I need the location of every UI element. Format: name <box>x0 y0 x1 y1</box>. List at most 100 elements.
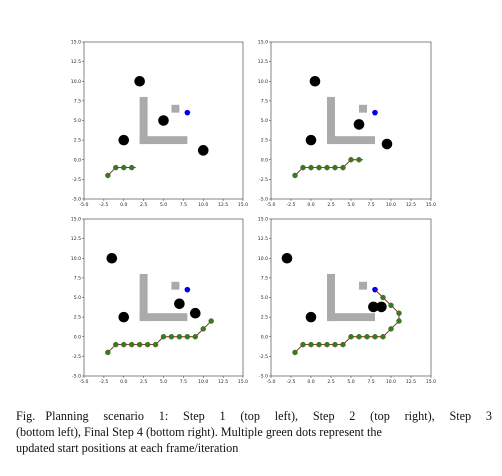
x-tick-label: 5.0 <box>347 202 354 208</box>
wall-block <box>139 273 148 322</box>
y-tick-label: 7.5 <box>261 98 268 104</box>
y-tick-label: 7.5 <box>74 98 81 104</box>
y-tick-label: 7.5 <box>74 275 81 281</box>
x-tick-label: 2.5 <box>140 379 147 385</box>
obstacle-circle <box>106 252 118 264</box>
start-point <box>380 294 386 301</box>
start-point <box>316 341 322 348</box>
start-point <box>396 310 402 316</box>
x-tick-label: 15.0 <box>426 379 436 385</box>
plot-panel-4: -5.0 -2.5 0.0 2.5 5.0 7.5 10.0 12.5 15.0 -5.0 -2.5… <box>258 217 436 385</box>
y-tick-label: 15.0 <box>258 217 268 223</box>
y-tick-label: -2.5 <box>72 354 81 360</box>
obstacle-circle <box>118 311 130 323</box>
wall-block <box>327 96 335 145</box>
y-tick-label: 2.5 <box>261 138 268 144</box>
start-point <box>324 341 330 348</box>
start-point <box>324 164 330 171</box>
y-tick-label: 10.0 <box>258 79 268 85</box>
obstacle-circle <box>368 301 379 313</box>
start-point <box>144 341 151 348</box>
x-tick-label: -2.5 <box>99 202 108 208</box>
obstacle-circle <box>353 119 365 130</box>
obstacle-circle <box>305 311 317 323</box>
wall-block <box>171 281 180 290</box>
start-point <box>380 334 386 340</box>
y-tick-label: 5.0 <box>261 295 268 301</box>
y-tick-label: 10.0 <box>258 256 268 262</box>
x-tick-label: 2.5 <box>140 202 147 208</box>
plot-panel-1: -5.0 -2.5 0.0 2.5 5.0 7.5 10.0 12.5 15.0 -5.0 -2.5… <box>71 40 248 208</box>
x-tick-label: 7.5 <box>367 202 374 208</box>
y-tick-label: 0.0 <box>74 334 81 340</box>
start-point <box>300 341 306 348</box>
plot-panel-3: -5.0 -2.5 0.0 2.5 5.0 7.5 10.0 12.5 15.0 -5.0 -2.5… <box>71 217 248 385</box>
x-tick-label: 10.0 <box>386 202 396 208</box>
start-point <box>208 318 214 324</box>
start-point <box>152 341 159 348</box>
start-point <box>128 341 135 348</box>
y-tick-label: 15.0 <box>71 217 81 223</box>
x-tick-label: 2.5 <box>327 202 334 208</box>
start-point <box>105 172 111 179</box>
x-tick-label: 12.5 <box>406 202 416 208</box>
x-tick-label: 7.5 <box>180 202 187 208</box>
y-tick-label: 7.5 <box>261 275 268 281</box>
y-tick-label: -2.5 <box>259 177 268 183</box>
path-line <box>294 159 363 176</box>
wall-block <box>359 104 367 113</box>
start-point <box>121 341 127 348</box>
start-point <box>105 349 111 356</box>
y-tick-label: 5.0 <box>261 118 268 124</box>
y-tick-label: 10.0 <box>71 79 81 85</box>
obstacle-circle <box>381 138 393 150</box>
y-tick-label: 5.0 <box>74 118 81 124</box>
start-point <box>356 157 362 163</box>
start-point <box>340 341 346 348</box>
start-point <box>176 334 183 340</box>
y-tick-label: -2.5 <box>72 177 81 183</box>
x-tick-label: 12.5 <box>406 379 416 385</box>
wall-block <box>359 281 367 290</box>
caption-line-2: (bottom left), Final Step 4 (bottom righ… <box>16 425 382 439</box>
start-point <box>121 164 127 171</box>
start-point <box>388 326 394 332</box>
start-point <box>388 302 394 309</box>
y-tick-label: 12.5 <box>258 236 268 242</box>
y-tick-label: 0.0 <box>261 334 268 340</box>
wall-block <box>139 136 188 145</box>
start-point <box>160 334 167 340</box>
x-tick-label: -5.0 <box>80 379 89 385</box>
goal-point <box>372 109 378 116</box>
y-tick-label: 2.5 <box>74 138 81 144</box>
x-tick-label: 15.0 <box>238 379 248 385</box>
goal-point <box>184 109 191 116</box>
start-point <box>168 334 175 340</box>
y-tick-label: 2.5 <box>74 315 81 321</box>
x-tick-label: -5.0 <box>267 379 276 385</box>
obstacle-circle <box>305 134 317 146</box>
goal-point <box>184 286 191 293</box>
figure-caption: Fig. Planning scenario 1: Step 1 (top lef… <box>16 408 492 456</box>
x-tick-label: 10.0 <box>198 379 208 385</box>
plot-panel-2: -5.0 -2.5 0.0 2.5 5.0 7.5 10.0 12.5 15.0 -5.0 -2.5… <box>258 40 436 208</box>
x-tick-label: 15.0 <box>238 202 248 208</box>
obstacle-circle <box>118 134 130 146</box>
x-tick-label: 12.5 <box>218 379 228 385</box>
y-tick-label: -2.5 <box>259 354 268 360</box>
obstacle-circle <box>376 301 387 313</box>
x-tick-label: 0.0 <box>307 379 314 385</box>
figure-panels: -5.0 -2.5 0.0 2.5 5.0 7.5 10.0 12.5 15.0 -5.0 -2.5… <box>71 40 436 385</box>
x-tick-label: 2.5 <box>327 379 334 385</box>
obstacle-circle <box>158 115 169 126</box>
y-tick-label: 15.0 <box>258 40 268 46</box>
wall-block <box>327 313 375 322</box>
start-point <box>113 341 119 348</box>
start-point <box>348 157 354 163</box>
obstacle-circle <box>174 298 185 310</box>
start-point <box>113 164 119 171</box>
x-tick-label: -2.5 <box>287 379 296 385</box>
y-tick-label: 0.0 <box>261 157 268 163</box>
y-tick-label: -5.0 <box>72 374 81 380</box>
start-point <box>136 341 143 348</box>
